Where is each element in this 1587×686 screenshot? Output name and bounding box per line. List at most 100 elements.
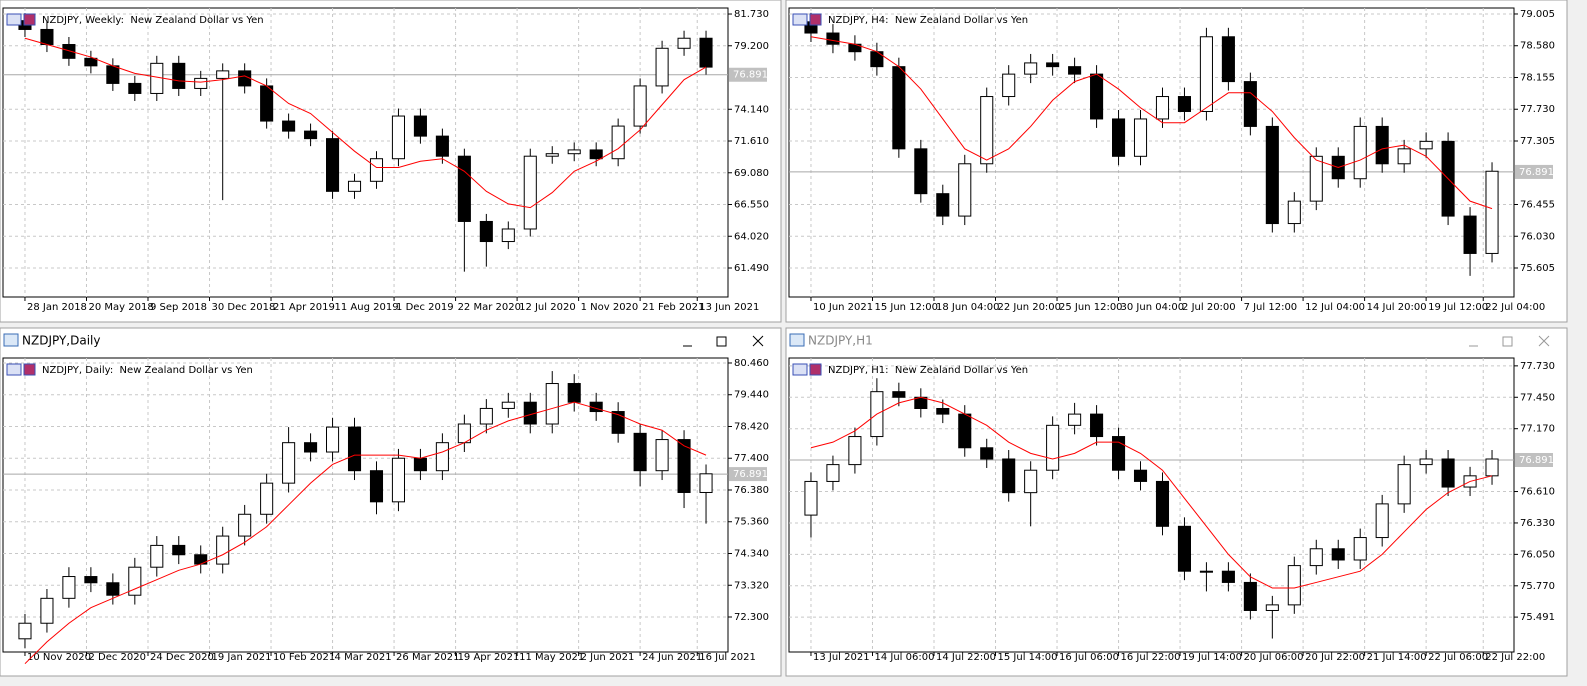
candle-body (1463, 215, 1477, 254)
y-tick-label: 78.580 (1520, 41, 1555, 52)
candle-body (1068, 66, 1082, 75)
candle-body (1375, 125, 1389, 165)
x-tick-label: 14 Jul 20:00 (1367, 302, 1427, 313)
candle-body (172, 544, 186, 556)
chart-icon (6, 363, 22, 376)
y-tick-label: 79.005 (1520, 9, 1555, 20)
y-tick-label: 73.320 (734, 580, 769, 591)
candle-body (479, 220, 493, 243)
x-tick-label: 22 Jul 06:00 (1428, 652, 1488, 663)
candle-body (958, 413, 972, 449)
candle-body (150, 62, 164, 94)
y-tick-label: 76.455 (1520, 200, 1555, 211)
candle-body (84, 57, 98, 67)
candle-body (1419, 140, 1433, 150)
candle-body (892, 66, 906, 150)
candle-body (1221, 570, 1235, 583)
x-tick-label: 24 Jun 2021 (642, 652, 702, 663)
y-tick-label: 74.340 (734, 549, 769, 560)
candle-body (611, 125, 625, 160)
x-tick-label: 28 Jan 2018 (27, 302, 87, 313)
candle-body (457, 155, 471, 222)
chart-icon (809, 363, 822, 376)
maximize-button[interactable] (1502, 336, 1513, 347)
y-tick-label: 77.730 (1520, 361, 1555, 372)
x-tick-label: 14 Jul 22:00 (936, 652, 996, 663)
chart-icon (792, 13, 808, 26)
window-title: NZDJPY,Daily (22, 334, 100, 348)
maximize-button[interactable] (716, 336, 727, 347)
candle-body (589, 149, 603, 160)
x-tick-label: 22 Jul 22:00 (1485, 652, 1545, 663)
candle-body (804, 480, 818, 516)
candle-body (1090, 73, 1104, 120)
candle-body (260, 482, 274, 515)
candle-body (1133, 118, 1148, 157)
x-tick-label: 10 Feb 2021 (273, 652, 335, 663)
candle-body (1177, 525, 1191, 572)
y-tick-label: 72.300 (734, 612, 769, 623)
candle-body (326, 138, 340, 192)
chart-header: NZDJPY, H1: New Zealand Dollar vs Yen (828, 365, 1028, 376)
candle-body (501, 228, 515, 243)
candle-body (216, 70, 230, 79)
candle-body (1287, 200, 1301, 225)
x-tick-label: 16 Jul 2021 (699, 652, 756, 663)
x-tick-label: 2 Jun 2021 (581, 652, 635, 663)
x-tick-label: 21 Jul 14:00 (1367, 652, 1427, 663)
candle-body (194, 77, 208, 89)
x-tick-label: 13 Jun 2021 (699, 302, 759, 313)
y-tick-label: 77.450 (1520, 392, 1555, 403)
y-tick-label: 76.330 (1520, 518, 1555, 529)
window-icon (3, 333, 19, 347)
y-tick-label: 61.490 (734, 263, 769, 274)
candle-body (545, 153, 559, 157)
last-price-tag (729, 67, 767, 82)
last-price-label: 76.891 (1519, 455, 1554, 466)
candle-body (826, 464, 840, 482)
y-tick-label: 71.610 (734, 136, 769, 147)
y-tick-label: 77.170 (1520, 424, 1555, 435)
x-tick-label: 19 Jul 12:00 (1428, 302, 1488, 313)
candle-body (523, 155, 537, 230)
close-button[interactable] (1538, 335, 1550, 347)
candle-body (413, 115, 427, 137)
x-tick-label: 2 Dec 2020 (88, 652, 146, 663)
y-tick-label: 79.440 (734, 390, 769, 401)
candle-body (172, 62, 186, 89)
candle-body (84, 576, 98, 584)
last-price-tag (1515, 453, 1553, 468)
candle-body (1485, 170, 1499, 254)
x-tick-label: 20 May 2018 (88, 302, 153, 313)
candle-body (1199, 36, 1213, 112)
chart-header: NZDJPY, Daily: New Zealand Dollar vs Yen (42, 365, 253, 376)
candle-body (326, 426, 340, 453)
x-tick-label: 26 Mar 2021 (396, 652, 459, 663)
x-tick-label: 21 Feb 2021 (642, 302, 704, 313)
candle-body (304, 442, 318, 453)
candle-body (391, 115, 405, 160)
candle-body (870, 51, 884, 68)
candle-body (282, 442, 296, 484)
candle-body (238, 70, 252, 87)
candle-body (1353, 537, 1367, 561)
candle-body (1243, 81, 1257, 127)
candle-body (106, 65, 120, 84)
x-tick-label: 11 May 2021 (519, 652, 584, 663)
x-tick-label: 30 Jun 04:00 (1121, 302, 1185, 313)
candle-body (150, 544, 164, 568)
candle-body (369, 470, 384, 503)
last-price-label: 76.891 (733, 70, 768, 81)
candle-body (1002, 458, 1016, 494)
candle-body (369, 158, 384, 182)
plot-frame (2, 7, 729, 298)
y-tick-label: 81.730 (734, 9, 769, 20)
x-tick-label: 11 Aug 2019 (335, 302, 399, 313)
x-tick-label: 12 Jul 04:00 (1305, 302, 1365, 313)
y-tick-label: 77.730 (1520, 104, 1555, 115)
candle-body (1155, 96, 1170, 120)
close-button[interactable] (752, 335, 764, 347)
y-tick-label: 64.020 (734, 231, 769, 242)
candle-body (62, 576, 76, 599)
candle-body (633, 85, 647, 127)
